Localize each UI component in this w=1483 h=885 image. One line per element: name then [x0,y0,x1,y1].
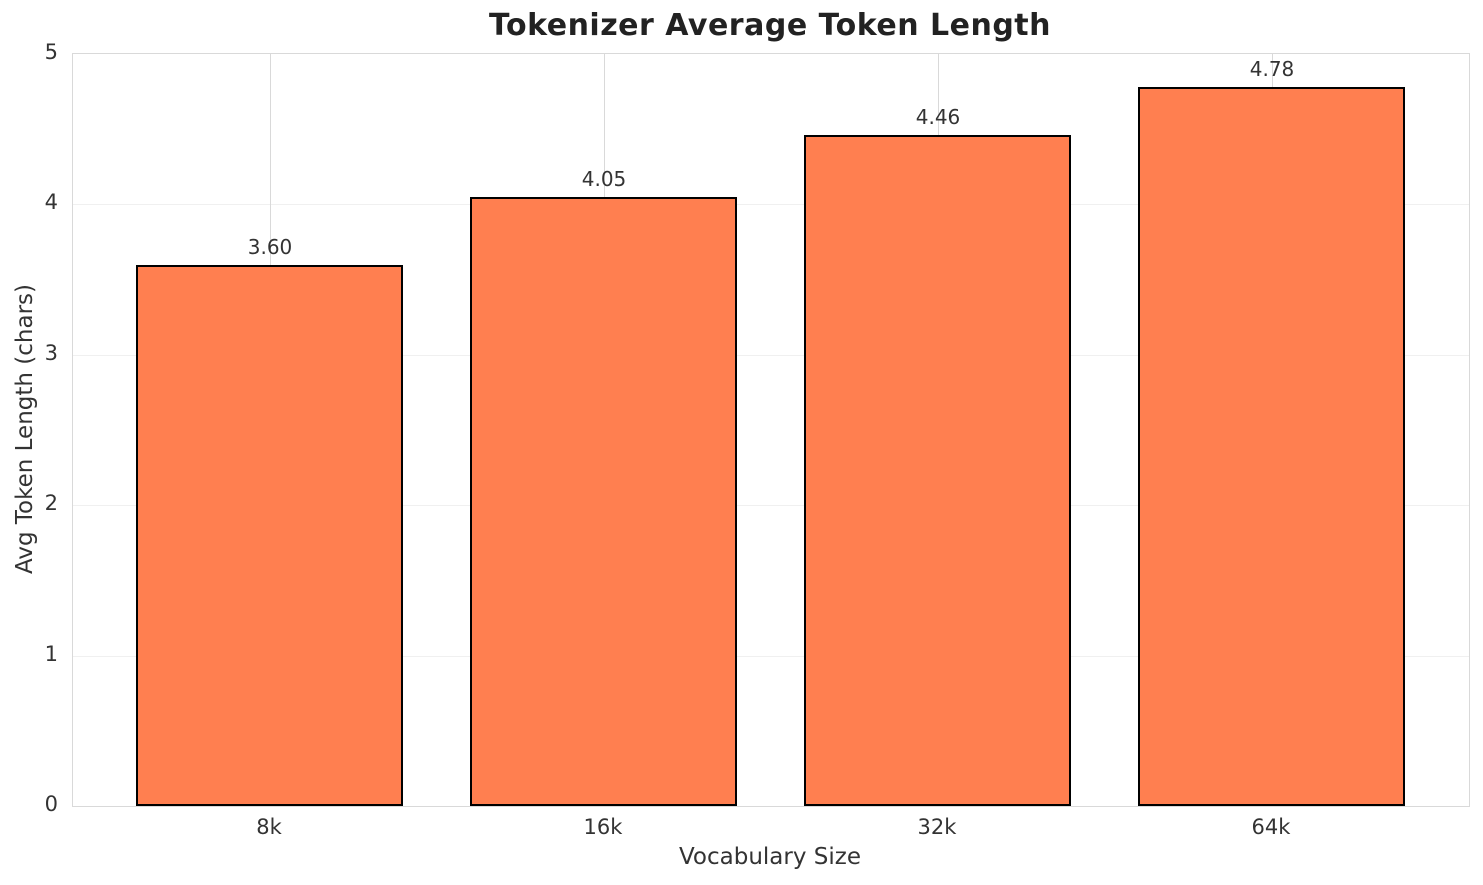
bar-32k [804,135,1071,806]
x-tick-label-8k: 8k [256,815,282,839]
bar-value-label: 4.78 [1249,57,1295,81]
y-tick-label: 3 [44,341,58,365]
x-tick-label-16k: 16k [583,815,623,839]
bar-value-label: 3.60 [247,235,293,259]
y-tick-label: 4 [44,190,58,214]
horizontal-gridline [73,655,1469,657]
horizontal-gridline [73,354,1469,356]
x-axis-label: Vocabulary Size [678,844,861,870]
x-tick-label-32k: 32k [917,815,957,839]
chart-title: Tokenizer Average Token Length [488,8,1051,43]
y-axis-label-text: Avg Token Length (chars) [12,283,38,575]
bar-16k [470,197,737,806]
x-tick-label-64k: 64k [1251,815,1291,839]
bar-8k [136,265,403,806]
y-tick-label: 5 [44,40,58,64]
horizontal-gridline [73,505,1469,507]
horizontal-gridline [73,204,1469,206]
bar-value-label: 4.46 [915,105,961,129]
y-tick-label: 2 [44,491,58,515]
y-tick-label: 0 [44,792,58,816]
bar-value-label: 4.05 [581,167,627,191]
y-tick-label: 1 [44,642,58,666]
plot-area: 3.60 4.05 4.46 4.78 [72,53,1470,807]
bar-64k [1138,87,1405,806]
